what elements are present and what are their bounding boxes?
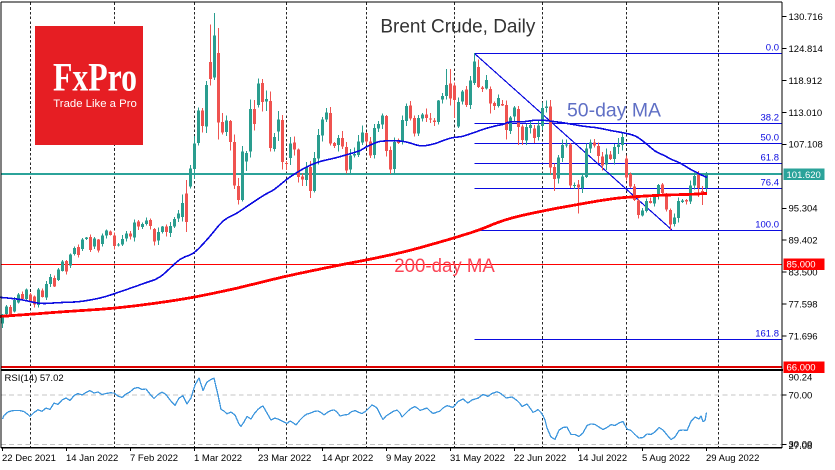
svg-text:14 Jul 2022: 14 Jul 2022 bbox=[578, 453, 627, 464]
svg-text:29 Aug 2022: 29 Aug 2022 bbox=[706, 453, 759, 464]
svg-text:22 Dec 2021: 22 Dec 2021 bbox=[2, 453, 56, 464]
svg-text:95.304: 95.304 bbox=[789, 204, 818, 215]
svg-text:130.716: 130.716 bbox=[789, 12, 823, 23]
svg-text:22 Jun 2022: 22 Jun 2022 bbox=[514, 453, 566, 464]
svg-text:61.8: 61.8 bbox=[761, 153, 780, 164]
svg-text:89.402: 89.402 bbox=[789, 236, 818, 247]
svg-text:9 May 2022: 9 May 2022 bbox=[386, 453, 436, 464]
svg-text:76.4: 76.4 bbox=[761, 178, 780, 189]
svg-text:14 Jan 2022: 14 Jan 2022 bbox=[66, 453, 118, 464]
svg-text:7 Feb 2022: 7 Feb 2022 bbox=[130, 453, 178, 464]
svg-text:90.24: 90.24 bbox=[789, 373, 813, 384]
svg-text:31 May 2022: 31 May 2022 bbox=[450, 453, 505, 464]
svg-text:30.00: 30.00 bbox=[789, 439, 813, 450]
svg-text:77.598: 77.598 bbox=[789, 300, 818, 311]
svg-text:1 Mar 2022: 1 Mar 2022 bbox=[194, 453, 242, 464]
svg-text:83.500: 83.500 bbox=[789, 268, 818, 279]
svg-text:124.814: 124.814 bbox=[789, 44, 823, 55]
svg-text:101.620: 101.620 bbox=[787, 170, 821, 181]
svg-text:71.696: 71.696 bbox=[789, 332, 818, 343]
svg-text:50-day MA: 50-day MA bbox=[567, 100, 661, 122]
svg-text:107.108: 107.108 bbox=[789, 140, 823, 151]
svg-text:FxPro: FxPro bbox=[53, 54, 137, 99]
svg-text:66.000: 66.000 bbox=[787, 363, 816, 374]
svg-text:118.912: 118.912 bbox=[789, 76, 823, 87]
svg-text:RSI(14) 57.02: RSI(14) 57.02 bbox=[5, 373, 64, 384]
svg-text:14 Apr 2022: 14 Apr 2022 bbox=[322, 453, 373, 464]
svg-text:70.00: 70.00 bbox=[789, 391, 813, 402]
svg-text:85.000: 85.000 bbox=[787, 260, 816, 271]
svg-text:38.2: 38.2 bbox=[761, 113, 780, 124]
svg-text:0.0: 0.0 bbox=[766, 43, 779, 54]
svg-text:Trade Like a Pro: Trade Like a Pro bbox=[53, 98, 137, 110]
svg-text:100.0: 100.0 bbox=[755, 220, 779, 231]
svg-text:23 Mar 2022: 23 Mar 2022 bbox=[258, 453, 311, 464]
svg-text:27.08: 27.08 bbox=[789, 441, 813, 452]
svg-text:161.8: 161.8 bbox=[755, 329, 779, 340]
svg-text:5 Aug 2022: 5 Aug 2022 bbox=[642, 453, 690, 464]
svg-text:Brent Crude, Daily: Brent Crude, Daily bbox=[380, 16, 535, 38]
svg-text:200-day MA: 200-day MA bbox=[394, 255, 495, 277]
svg-text:50.0: 50.0 bbox=[761, 133, 780, 144]
svg-text:113.010: 113.010 bbox=[789, 108, 823, 119]
